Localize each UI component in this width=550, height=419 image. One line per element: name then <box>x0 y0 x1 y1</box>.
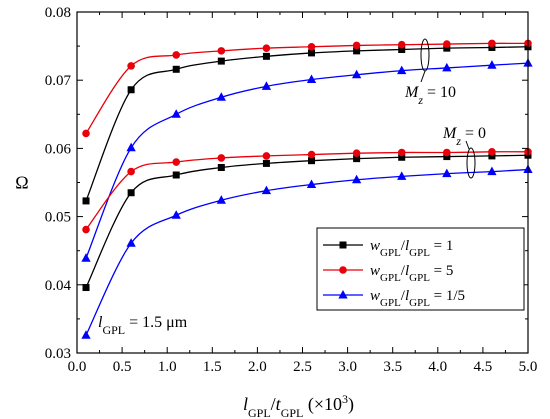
legend-marker <box>338 289 348 299</box>
data-point <box>443 40 451 48</box>
data-point <box>127 62 135 70</box>
data-point <box>307 150 316 159</box>
data-point <box>81 253 91 262</box>
data-point <box>443 148 451 157</box>
legend-marker <box>339 241 347 249</box>
x-tick-label: 3.5 <box>383 359 402 375</box>
x-tick-label: 5.0 <box>519 359 538 375</box>
series-5 <box>81 164 533 339</box>
data-point <box>306 74 317 84</box>
data-point <box>81 330 91 339</box>
legend-markers <box>323 241 363 299</box>
data-point <box>487 166 497 176</box>
annotation-mz10: Mz = 10 <box>404 84 456 107</box>
mz0-group-ellipse <box>466 147 476 179</box>
data-point <box>352 41 361 50</box>
data-point <box>217 163 225 171</box>
data-point <box>488 39 496 48</box>
y-axis-title: Ω <box>15 173 28 193</box>
series-line <box>85 151 529 230</box>
data-point <box>488 148 496 156</box>
data-point <box>126 238 136 247</box>
x-tick-label: 2.5 <box>293 359 312 375</box>
x-tick-label: 0.0 <box>68 359 87 375</box>
y-tick-label: 0.03 <box>45 346 71 362</box>
data-point <box>308 157 316 165</box>
x-tick-label: 3.0 <box>338 359 357 375</box>
legend-marker <box>339 266 347 274</box>
data-point <box>82 197 90 205</box>
data-point <box>306 179 317 189</box>
data-point <box>82 225 90 234</box>
data-point <box>216 92 226 101</box>
data-point <box>352 149 361 157</box>
data-point <box>262 52 270 60</box>
data-point <box>262 44 271 52</box>
data-point <box>82 129 90 138</box>
data-point <box>262 152 271 160</box>
x-tick-label: 4.5 <box>474 359 493 375</box>
data-point <box>217 154 226 162</box>
data-point <box>217 47 226 55</box>
data-point <box>171 109 181 118</box>
data-point <box>262 159 270 167</box>
x-tick-label: 1.5 <box>203 359 222 375</box>
x-tick-label: 4.0 <box>428 359 447 375</box>
data-point <box>487 60 497 69</box>
y-tick-label: 0.04 <box>45 278 72 294</box>
y-tick-label: 0.07 <box>45 73 72 89</box>
data-point <box>172 158 181 166</box>
data-point <box>397 40 406 49</box>
data-point <box>442 62 452 72</box>
data-point <box>82 284 90 292</box>
annotation-mz0: Mz = 0 <box>442 125 486 148</box>
series-3 <box>82 151 532 292</box>
legend-label-3: wGPL/lGPL = 1/5 <box>370 288 465 309</box>
x-axis-title: lGPL/tGPL (×103) <box>243 392 354 419</box>
series-line <box>85 42 529 134</box>
data-point <box>442 168 452 178</box>
x-tick-label: 2.0 <box>248 359 267 375</box>
legend-label-1: wGPL/lGPL = 1 <box>370 238 453 259</box>
data-point <box>351 69 362 79</box>
x-tick-label: 1.0 <box>158 359 177 375</box>
data-point <box>172 171 180 179</box>
data-point <box>126 142 136 152</box>
data-point <box>397 171 407 180</box>
legend: wGPL/lGPL = 1 wGPL/lGPL = 5 wGPL/lGPL = … <box>316 227 525 311</box>
data-point <box>127 167 135 176</box>
legend-box <box>316 227 525 311</box>
data-point <box>172 51 181 59</box>
data-point <box>171 210 181 219</box>
annotation-lgpl: lGPL = 1.5 μm <box>98 314 188 337</box>
data-point <box>397 65 407 75</box>
data-point <box>261 185 272 195</box>
data-point <box>397 148 406 157</box>
data-point <box>308 49 316 57</box>
mz10-leader-line <box>420 70 426 83</box>
data-point <box>127 86 135 94</box>
data-point <box>216 195 226 204</box>
data-point <box>172 65 180 73</box>
data-point <box>351 174 362 184</box>
data-point <box>261 81 272 90</box>
mz0-leader-line <box>465 140 470 150</box>
y-tick-label: 0.06 <box>45 141 72 157</box>
series-4 <box>82 148 532 234</box>
legend-label-2: wGPL/lGPL = 5 <box>370 263 453 284</box>
y-tick-label: 0.05 <box>45 210 71 226</box>
data-point <box>217 57 225 65</box>
data-point <box>127 189 135 197</box>
series-line <box>85 46 529 202</box>
ticks-layer: 0.0 0.5 1.0 1.5 2.0 2.5 3.0 3.5 4.0 4.5 5.0 0.03 0.0… <box>45 5 538 375</box>
x-tick-label: 0.5 <box>113 359 132 375</box>
series-1 <box>82 39 532 138</box>
data-point <box>307 42 316 51</box>
y-tick-label: 0.08 <box>45 5 71 21</box>
